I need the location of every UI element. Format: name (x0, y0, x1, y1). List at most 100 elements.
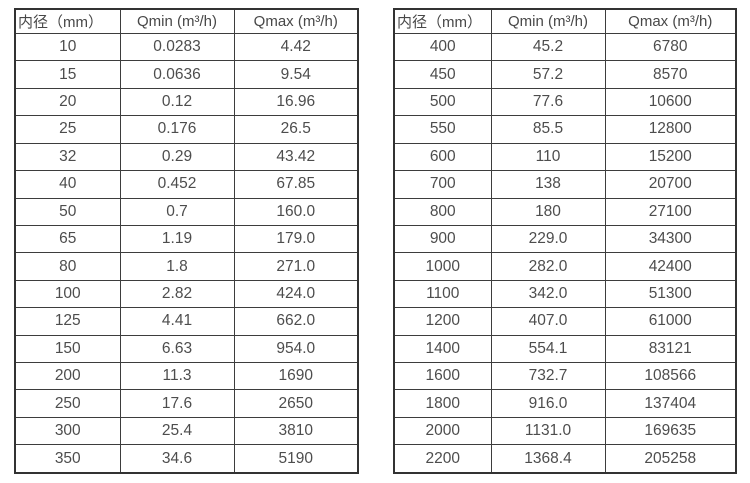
table-cell: 34.6 (119, 444, 235, 474)
table-cell: 205258 (604, 444, 737, 474)
table-cell: 17.6 (119, 389, 235, 418)
table-row: 125 4.41 662.0 (14, 307, 359, 336)
flow-table-small-diameters: 内径（mm） Qmin (m³/h) Qmax (m³/h) 10 0.0283 4.42… (14, 8, 359, 474)
table-cell: 15200 (604, 142, 737, 172)
table-cell: 0.7 (119, 197, 235, 226)
table-row: 40 0.452 67.85 (14, 170, 359, 199)
table-row: 700 138 20700 (393, 170, 737, 199)
table-row: 600 110 15200 (393, 142, 737, 172)
table-cell: 110 (490, 142, 606, 172)
table-cell: 20 (14, 87, 121, 117)
table-row: 800 180 27100 (393, 197, 737, 226)
table-row: 25 0.176 26.5 (14, 115, 359, 144)
table-cell: 45.2 (490, 32, 606, 62)
table-cell: 4.42 (233, 32, 359, 62)
table-cell: 1.8 (119, 252, 235, 281)
table-cell: 916.0 (490, 389, 606, 418)
header-row: 内径（mm） Qmin (m³/h) Qmax (m³/h) (393, 8, 737, 34)
table-cell: 83121 (604, 334, 737, 364)
table-row: 20 0.12 16.96 (14, 87, 359, 117)
table-cell: 700 (393, 170, 492, 199)
table-row: 1000 282.0 42400 (393, 252, 737, 281)
table-cell: 50 (14, 197, 121, 226)
table-cell: 1600 (393, 362, 492, 391)
table-cell: 1.19 (119, 224, 235, 254)
table-cell: 32 (14, 142, 121, 172)
table-cell: 26.5 (233, 115, 359, 144)
table-cell: 0.0283 (119, 32, 235, 62)
table-cell: 1368.4 (490, 444, 606, 474)
table-cell: 11.3 (119, 362, 235, 391)
table-cell: 160.0 (233, 197, 359, 226)
table-cell: 1000 (393, 252, 492, 281)
table-row: 2200 1368.4 205258 (393, 444, 737, 474)
table-cell: 42400 (604, 252, 737, 281)
table-cell: 282.0 (490, 252, 606, 281)
table-cell: 169635 (604, 416, 737, 446)
table-cell: 229.0 (490, 224, 606, 254)
table-cell: 2200 (393, 444, 492, 474)
table-cell: 57.2 (490, 60, 606, 89)
table-cell: 15 (14, 60, 121, 89)
table-row: 1600 732.7 108566 (393, 362, 737, 391)
table-cell: 27100 (604, 197, 737, 226)
table-cell: 424.0 (233, 279, 359, 309)
table-cell: 0.452 (119, 170, 235, 199)
table-cell: 5190 (233, 444, 359, 474)
table-cell: 900 (393, 224, 492, 254)
table-cell: 179.0 (233, 224, 359, 254)
table-row: 2000 1131.0 169635 (393, 416, 737, 446)
table-cell: 554.1 (490, 334, 606, 364)
table-cell: 34300 (604, 224, 737, 254)
table-cell: 2650 (233, 389, 359, 418)
table-row: 400 45.2 6780 (393, 32, 737, 62)
table-cell: 662.0 (233, 307, 359, 336)
flow-table-large-diameters: 内径（mm） Qmin (m³/h) Qmax (m³/h) 400 45.2 6780 4… (393, 8, 737, 474)
table-cell: 51300 (604, 279, 737, 309)
header-row: 内径（mm） Qmin (m³/h) Qmax (m³/h) (14, 8, 359, 34)
header-cell: Qmin (m³/h) (119, 8, 235, 34)
table-cell: 180 (490, 197, 606, 226)
table-cell: 6.63 (119, 334, 235, 364)
table-cell: 350 (14, 444, 121, 474)
table-cell: 500 (393, 87, 492, 117)
table-cell: 10 (14, 32, 121, 62)
table-cell: 0.12 (119, 87, 235, 117)
table-cell: 80 (14, 252, 121, 281)
table-cell: 138 (490, 170, 606, 199)
table-row: 900 229.0 34300 (393, 224, 737, 254)
table-cell: 8570 (604, 60, 737, 89)
table-cell: 6780 (604, 32, 737, 62)
table-cell: 1200 (393, 307, 492, 336)
table-row: 250 17.6 2650 (14, 389, 359, 418)
table-cell: 40 (14, 170, 121, 199)
header-cell: 内径（mm） (14, 8, 121, 34)
table-row: 32 0.29 43.42 (14, 142, 359, 172)
table-cell: 100 (14, 279, 121, 309)
table-cell: 43.42 (233, 142, 359, 172)
table-cell: 25.4 (119, 416, 235, 446)
table-row: 1400 554.1 83121 (393, 334, 737, 364)
table-row: 200 11.3 1690 (14, 362, 359, 391)
table-cell: 77.6 (490, 87, 606, 117)
table-cell: 954.0 (233, 334, 359, 364)
table-cell: 1100 (393, 279, 492, 309)
table-row: 50 0.7 160.0 (14, 197, 359, 226)
table-cell: 150 (14, 334, 121, 364)
table-cell: 0.0636 (119, 60, 235, 89)
table-row: 300 25.4 3810 (14, 416, 359, 446)
table-cell: 450 (393, 60, 492, 89)
table-cell: 61000 (604, 307, 737, 336)
table-row: 15 0.0636 9.54 (14, 60, 359, 89)
table-row: 550 85.5 12800 (393, 115, 737, 144)
table-row: 450 57.2 8570 (393, 60, 737, 89)
table-cell: 407.0 (490, 307, 606, 336)
header-cell: 内径（mm） (393, 8, 492, 34)
table-cell: 67.85 (233, 170, 359, 199)
table-cell: 1400 (393, 334, 492, 364)
table-row: 100 2.82 424.0 (14, 279, 359, 309)
table-cell: 12800 (604, 115, 737, 144)
table-cell: 1800 (393, 389, 492, 418)
table-cell: 250 (14, 389, 121, 418)
